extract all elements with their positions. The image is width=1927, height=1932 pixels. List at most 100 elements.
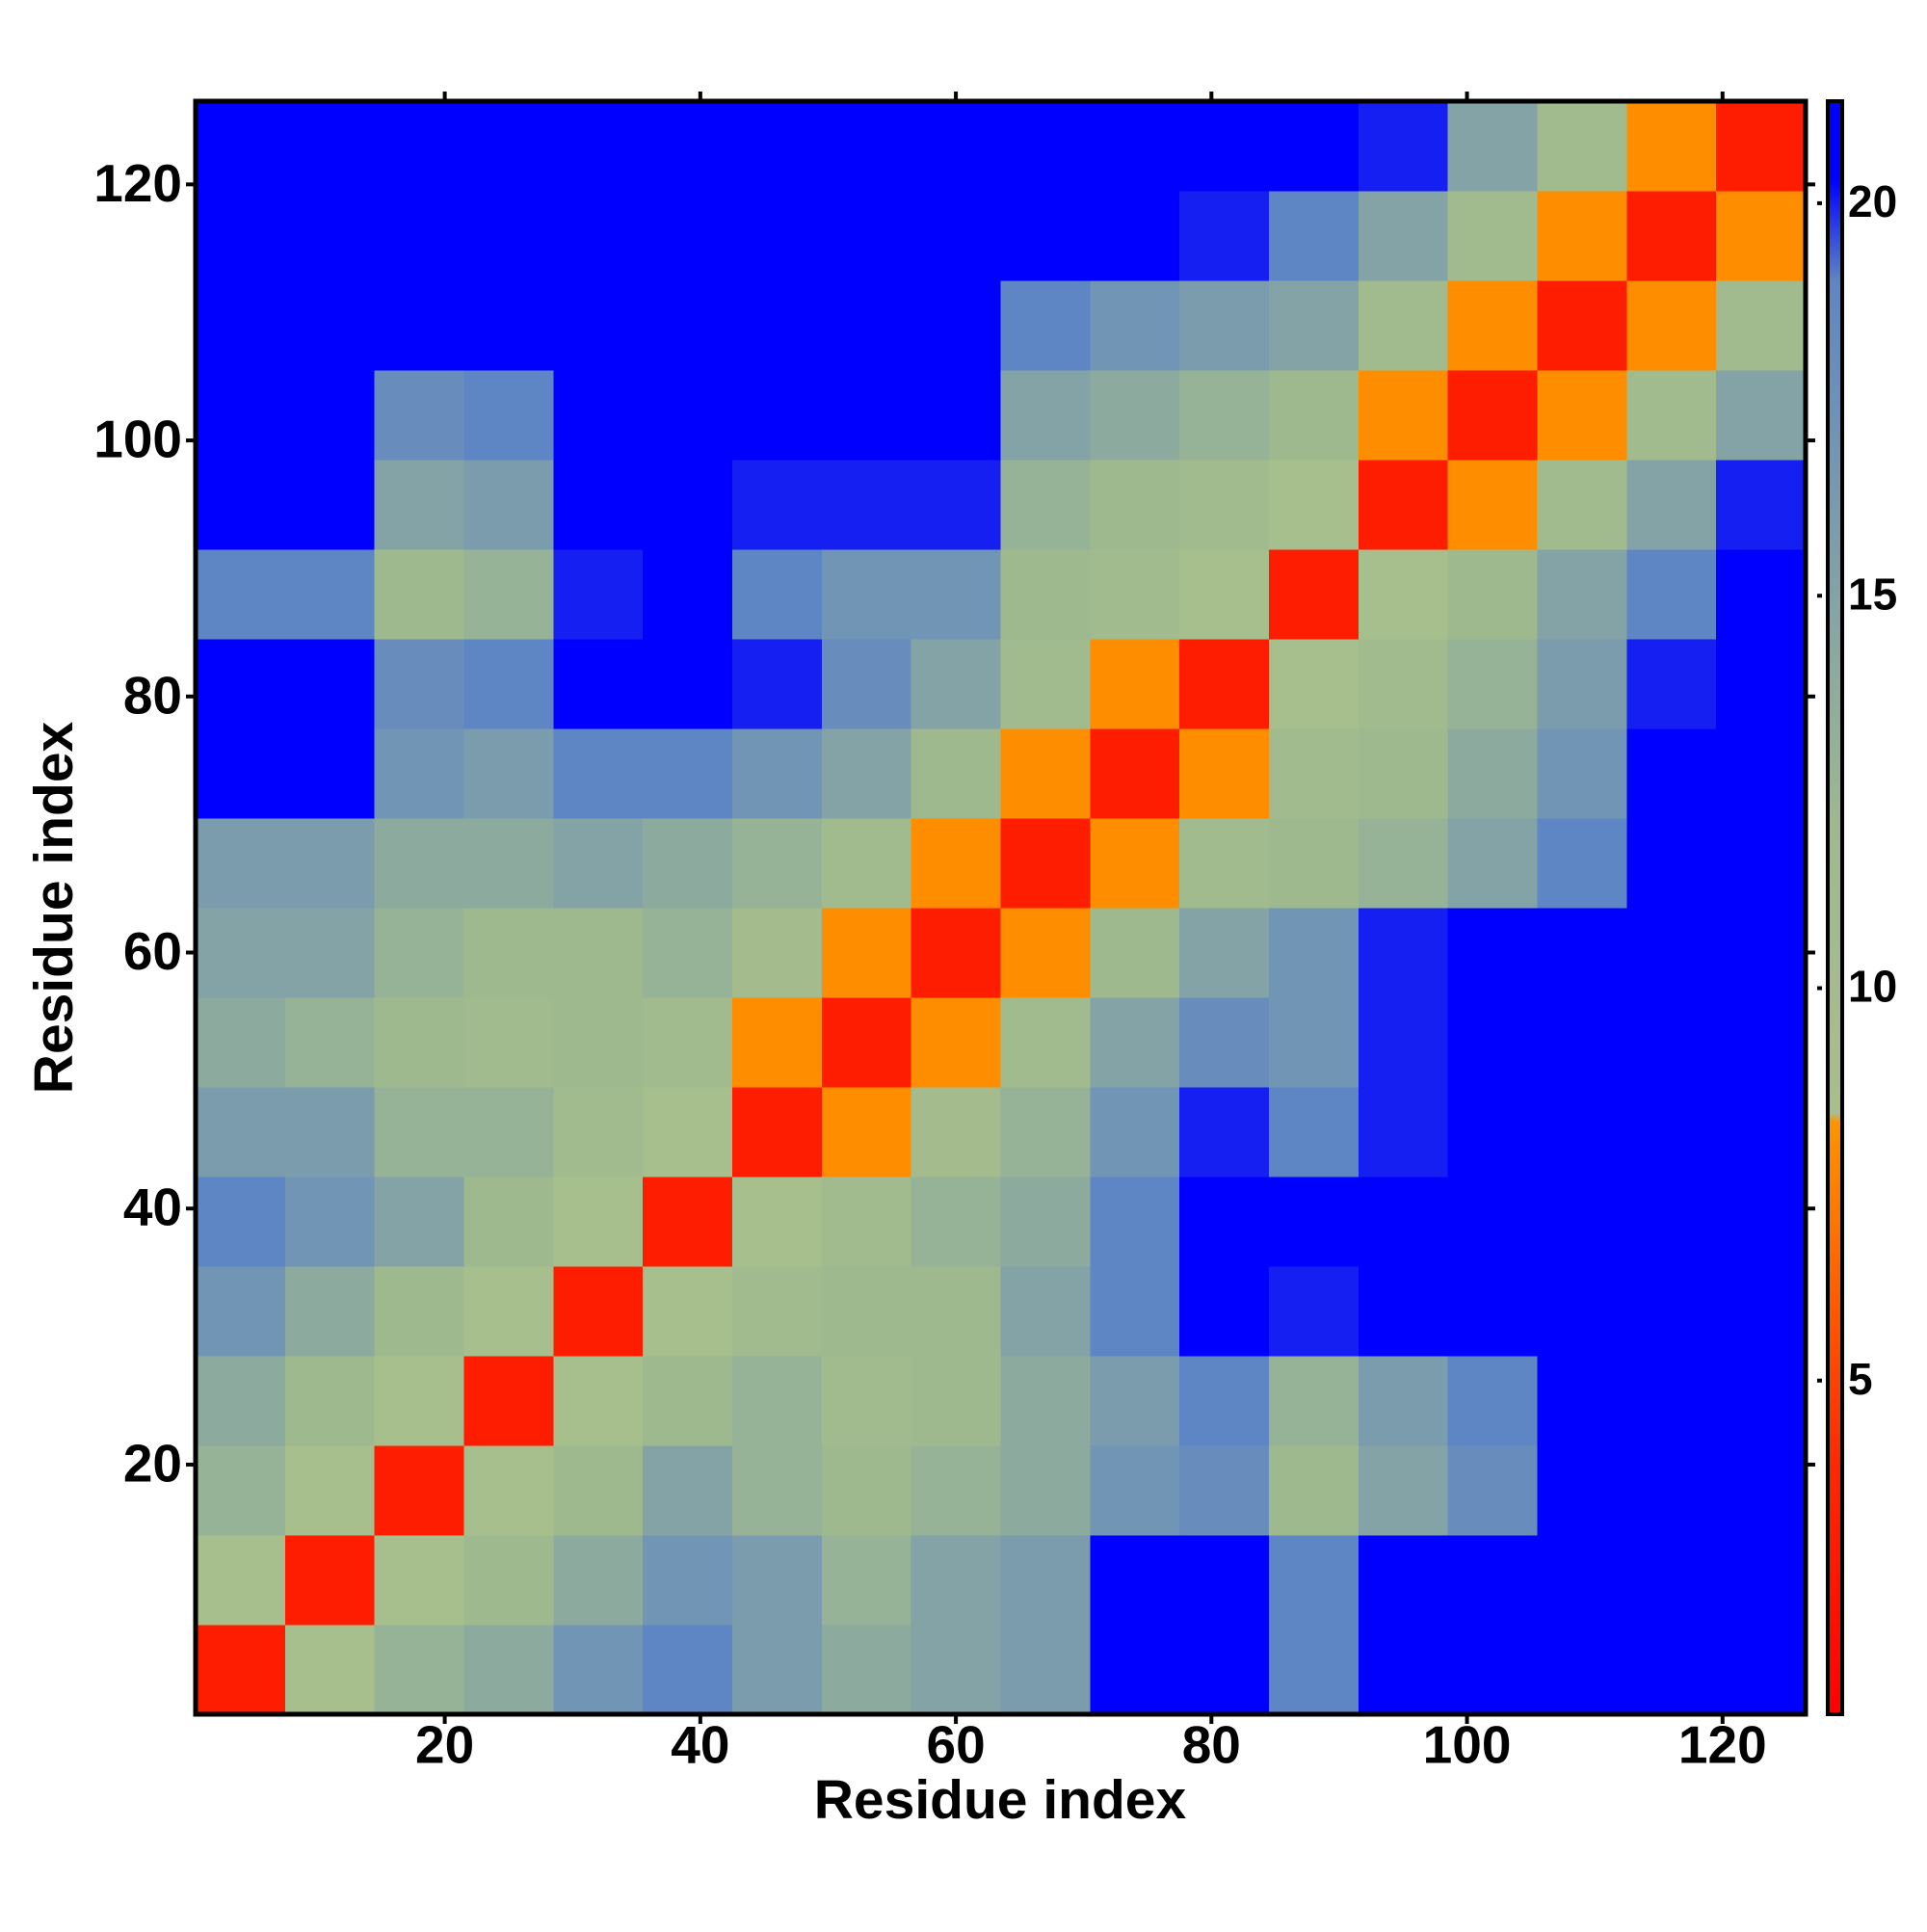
- x-tick-label: 80: [1182, 1715, 1241, 1775]
- heatmap-cell: [374, 1535, 465, 1626]
- heatmap-cell: [1269, 549, 1359, 640]
- heatmap-cell: [1000, 1177, 1091, 1267]
- heatmap-cell: [553, 370, 644, 461]
- heatmap-cell: [1716, 908, 1807, 998]
- heatmap-cell: [374, 549, 465, 640]
- heatmap-cell: [284, 1356, 376, 1446]
- heatmap-cell: [1358, 191, 1449, 281]
- heatmap-cell: [553, 728, 644, 819]
- heatmap-cell: [1447, 1177, 1539, 1267]
- heatmap-cell: [1269, 460, 1359, 550]
- heatmap-cell: [1000, 280, 1091, 371]
- heatmap-cell: [463, 1535, 554, 1626]
- heatmap-cell: [911, 101, 1002, 192]
- heatmap-cell: [1269, 997, 1359, 1088]
- heatmap-cell: [284, 818, 376, 909]
- heatmap-cell: [821, 101, 912, 192]
- heatmap-cell: [196, 280, 286, 371]
- heatmap-cell: [553, 1535, 644, 1626]
- heatmap-cell: [1716, 460, 1807, 550]
- heatmap-cell: [1179, 1266, 1270, 1357]
- heatmap-cell: [732, 549, 823, 640]
- plot-frame: [193, 98, 1808, 1717]
- heatmap-cell: [1447, 728, 1539, 819]
- heatmap-cell: [1179, 1356, 1270, 1446]
- heatmap-cell: [821, 728, 912, 819]
- heatmap-cell: [1000, 1625, 1091, 1715]
- heatmap-cell: [1269, 280, 1359, 371]
- heatmap-cell: [643, 1535, 733, 1626]
- heatmap-cell: [196, 460, 286, 550]
- heatmap-cell: [1358, 460, 1449, 550]
- heatmap-cell: [374, 101, 465, 192]
- heatmap-cell: [821, 1625, 912, 1715]
- heatmap-cell: [1269, 1445, 1359, 1536]
- heatmap-cell: [374, 1087, 465, 1178]
- heatmap-cell: [553, 101, 644, 192]
- heatmap-cell: [1537, 1177, 1627, 1267]
- heatmap-cell: [1269, 1266, 1359, 1357]
- heatmap-cell: [1716, 101, 1807, 192]
- heatmap-cell: [643, 101, 733, 192]
- heatmap-cell: [1447, 549, 1539, 640]
- heatmap-cell: [643, 280, 733, 371]
- heatmap-cell: [643, 191, 733, 281]
- heatmap-cell: [1269, 370, 1359, 461]
- heatmap-cell: [1179, 818, 1270, 909]
- heatmap-cell: [1626, 549, 1717, 640]
- heatmap-cell: [1537, 1625, 1627, 1715]
- heatmap-cell: [1537, 818, 1627, 909]
- heatmap-cell: [553, 191, 644, 281]
- x-axis-title: Residue index: [814, 1769, 1187, 1831]
- heatmap-cell: [463, 1445, 554, 1536]
- heatmap-cell: [1179, 1445, 1270, 1536]
- heatmap-cell: [1179, 1087, 1270, 1178]
- heatmap-cell: [463, 1356, 554, 1446]
- heatmap-cell: [911, 1445, 1002, 1536]
- heatmap-cell: [732, 1356, 823, 1446]
- heatmap-cell: [732, 280, 823, 371]
- y-axis-title: Residue index: [23, 721, 85, 1094]
- heatmap-cell: [1626, 370, 1717, 461]
- heatmap-cell: [1358, 1445, 1449, 1536]
- heatmap-cell: [1269, 101, 1359, 192]
- heatmap-cell: [911, 370, 1002, 461]
- heatmap-cell: [1000, 549, 1091, 640]
- heatmap-cell: [1716, 1535, 1807, 1626]
- heatmap-cell: [1716, 639, 1807, 729]
- heatmap-cell: [463, 728, 554, 819]
- heatmap-cell: [284, 1445, 376, 1536]
- heatmap-cell: [911, 280, 1002, 371]
- heatmap-cell: [553, 1445, 644, 1536]
- heatmap-cell: [1269, 1356, 1359, 1446]
- heatmap-cell: [374, 997, 465, 1088]
- heatmap-cell: [284, 101, 376, 192]
- heatmap-cell: [1090, 191, 1180, 281]
- heatmap-cell: [643, 370, 733, 461]
- heatmap-cell: [1179, 370, 1270, 461]
- heatmap-cell: [1447, 1087, 1539, 1178]
- heatmap-cell: [1626, 1625, 1717, 1715]
- heatmap-cell: [1447, 280, 1539, 371]
- heatmap-cell: [1269, 1087, 1359, 1178]
- heatmap-cell: [1447, 1356, 1539, 1446]
- heatmap-cell: [1090, 1356, 1180, 1446]
- heatmap-cell: [1716, 1625, 1807, 1715]
- heatmap-cell: [284, 1087, 376, 1178]
- heatmap-cell: [1000, 1535, 1091, 1626]
- heatmap-cell: [1537, 370, 1627, 461]
- heatmap-cell: [1447, 1535, 1539, 1626]
- heatmap-cell: [553, 280, 644, 371]
- heatmap-cell: [1090, 460, 1180, 550]
- heatmap-cell: [284, 549, 376, 640]
- heatmap-cell: [284, 370, 376, 461]
- heatmap-cell: [821, 280, 912, 371]
- heatmap-cell: [553, 908, 644, 998]
- heatmap-cell: [1358, 370, 1449, 461]
- heatmap-cell: [643, 1625, 733, 1715]
- heatmap-cell: [1626, 1535, 1717, 1626]
- heatmap-cell: [643, 639, 733, 729]
- heatmap-cell: [374, 191, 465, 281]
- heatmap-cell: [463, 549, 554, 640]
- heatmap-cell: [821, 191, 912, 281]
